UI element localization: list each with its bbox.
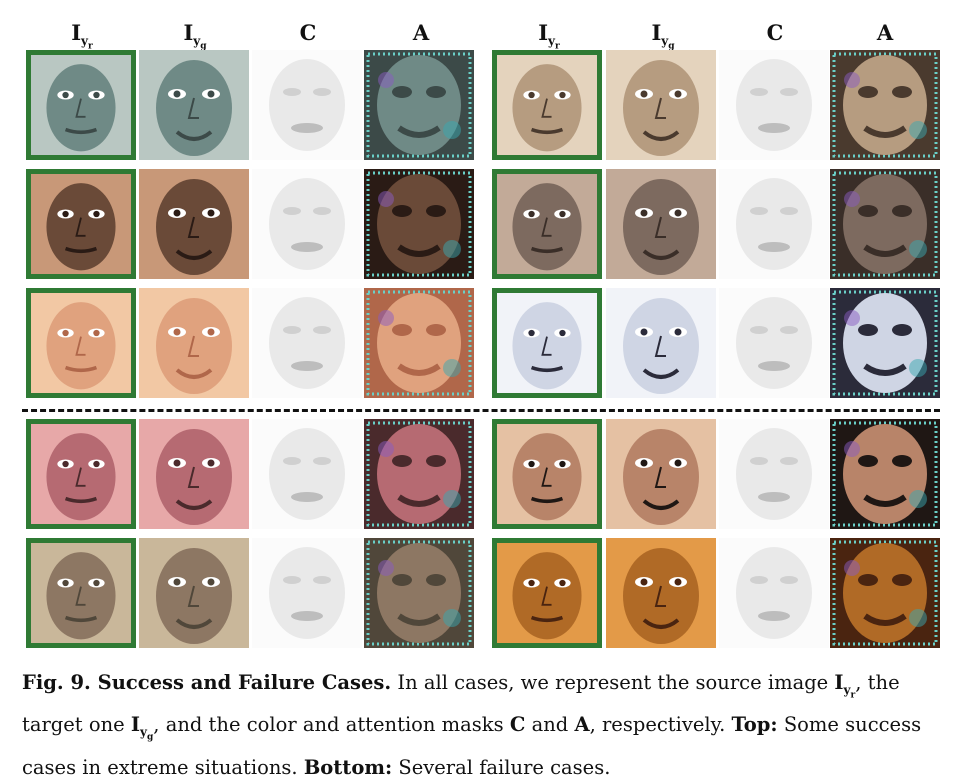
image-row3-right-target — [606, 288, 716, 398]
header-right-source: Iyr — [538, 20, 560, 52]
image-row4-right-target — [606, 419, 716, 529]
image-row5-right-target — [606, 538, 716, 648]
image-row2-right-source — [492, 169, 602, 279]
image-row3-left-target — [139, 288, 249, 398]
image-row1-right-attn — [829, 50, 941, 160]
image-row5-left-target — [139, 538, 249, 648]
header-right-attention-mask: A — [876, 20, 894, 45]
image-row3-right-attn — [829, 288, 941, 398]
image-row3-left-mask — [252, 288, 362, 398]
image-row4-left-mask — [252, 419, 362, 529]
image-row1-right-mask — [719, 50, 829, 160]
header-left-color-mask: C — [299, 20, 317, 45]
image-row1-left-mask — [252, 50, 362, 160]
image-row4-right-source — [492, 419, 602, 529]
image-row5-left-source — [26, 538, 136, 648]
image-row4-right-attn — [829, 419, 941, 529]
header-left-attention-mask: A — [412, 20, 430, 45]
image-row2-left-source — [26, 169, 136, 279]
image-row2-left-attn — [364, 169, 474, 279]
image-row2-left-mask — [252, 169, 362, 279]
image-row3-right-source — [492, 288, 602, 398]
image-row4-left-source — [26, 419, 136, 529]
image-row1-left-attn — [364, 50, 474, 160]
image-row5-left-mask — [252, 538, 362, 648]
image-row5-right-attn — [829, 538, 941, 648]
image-row1-right-source — [492, 50, 602, 160]
caption-label: Fig. 9. Success and Failure Cases. — [22, 671, 392, 694]
figure-caption: Fig. 9. Success and Failure Cases. In al… — [22, 671, 922, 779]
image-row2-right-attn — [829, 169, 941, 279]
image-row5-right-mask — [719, 538, 829, 648]
header-right-color-mask: C — [766, 20, 784, 45]
section-separator — [22, 409, 940, 412]
image-row1-right-target — [606, 50, 716, 160]
image-row3-left-attn — [364, 288, 474, 398]
header-left-target: Iyg — [183, 20, 207, 52]
image-row2-left-target — [139, 169, 249, 279]
image-row2-right-target — [606, 169, 716, 279]
image-row4-left-attn — [364, 419, 474, 529]
image-row5-left-attn — [364, 538, 474, 648]
image-row3-right-mask — [719, 288, 829, 398]
image-row5-right-source — [492, 538, 602, 648]
image-row2-right-mask — [719, 169, 829, 279]
header-left-source: Iyr — [71, 20, 93, 52]
header-right-target: Iyg — [651, 20, 675, 52]
image-row1-left-source — [26, 50, 136, 160]
image-row4-right-mask — [719, 419, 829, 529]
image-row1-left-target — [139, 50, 249, 160]
image-row3-left-source — [26, 288, 136, 398]
image-row4-left-target — [139, 419, 249, 529]
